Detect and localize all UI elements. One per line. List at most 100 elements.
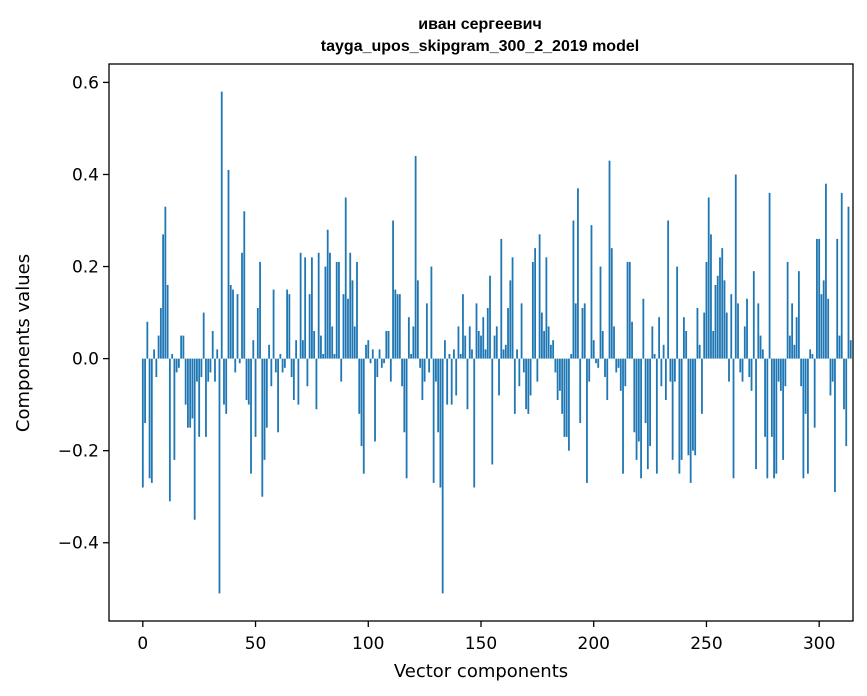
- bar-component-228: [655, 358, 658, 474]
- x-tick-label-200: 200: [578, 634, 610, 654]
- bar-component-115: [401, 358, 403, 387]
- bar-component-154: [489, 275, 491, 359]
- bar-component-128: [430, 266, 433, 359]
- bar-component-11: [166, 284, 169, 359]
- bar-component-93: [351, 280, 354, 359]
- bar-component-308: [836, 238, 839, 359]
- bar-component-288: [791, 303, 794, 359]
- bar-component-301: [820, 294, 823, 359]
- bar-component-116: [403, 358, 406, 433]
- bar-component-100: [367, 340, 370, 359]
- bar-component-224: [646, 358, 649, 470]
- bar-component-64: [286, 289, 289, 359]
- bar-component-72: [304, 257, 307, 359]
- bars-group: [141, 91, 852, 594]
- bar-component-259: [725, 312, 728, 359]
- bar-component-279: [770, 358, 773, 437]
- bar-component-201: [595, 358, 597, 364]
- bar-component-47: [247, 358, 250, 405]
- bar-component-91: [347, 298, 349, 359]
- bar-component-269: [748, 358, 751, 378]
- bar-component-70: [299, 252, 302, 359]
- bar-component-35: [220, 91, 223, 359]
- bar-component-206: [606, 358, 609, 401]
- bar-component-221: [640, 358, 642, 479]
- bar-component-80: [322, 354, 325, 359]
- bar-component-172: [529, 358, 532, 396]
- bar-component-290: [795, 317, 798, 359]
- bar-component-306: [831, 358, 834, 382]
- bar-component-3: [148, 358, 151, 479]
- bar-component-81: [324, 266, 327, 359]
- bar-component-46: [245, 358, 248, 401]
- bar-component-5: [153, 349, 155, 359]
- bar-component-73: [306, 358, 309, 387]
- x-tick-label-50: 50: [245, 634, 267, 654]
- bar-component-65: [288, 294, 291, 359]
- bar-component-170: [525, 358, 527, 410]
- bar-component-62: [281, 358, 284, 373]
- bar-component-20: [187, 358, 189, 428]
- bar-component-166: [516, 349, 518, 359]
- bar-component-40: [232, 289, 234, 359]
- bar-component-27: [202, 312, 205, 359]
- bar-component-200: [592, 340, 595, 359]
- bar-component-79: [320, 335, 322, 359]
- y-tick-label-3: 0.2: [72, 258, 99, 278]
- bar-component-310: [840, 192, 843, 359]
- bar-component-165: [513, 358, 516, 414]
- bar-component-131: [437, 358, 440, 433]
- bar-component-107: [383, 358, 385, 364]
- bar-component-135: [446, 358, 449, 405]
- bar-component-188: [565, 358, 568, 437]
- bar-component-82: [326, 229, 329, 359]
- bar-component-243: [689, 358, 692, 483]
- bar-component-54: [263, 358, 266, 460]
- bar-component-57: [270, 358, 273, 387]
- bar-component-7: [157, 335, 160, 359]
- bar-component-51: [256, 307, 259, 359]
- bar-component-147: [473, 358, 476, 488]
- bar-component-197: [586, 358, 588, 483]
- y-tick-label-5: 0.6: [72, 73, 99, 93]
- bar-component-34: [218, 358, 221, 594]
- bar-component-258: [723, 280, 726, 359]
- bar-component-53: [261, 358, 264, 497]
- bar-component-108: [385, 330, 388, 359]
- plot-area-frame: [108, 63, 854, 622]
- y-tick-label-0: −0.4: [58, 534, 99, 554]
- bar-component-183: [554, 358, 557, 373]
- x-axis-label: Vector components: [394, 661, 568, 682]
- bar-component-127: [428, 358, 431, 373]
- bar-component-15: [175, 358, 178, 373]
- bar-component-109: [387, 330, 390, 359]
- bar-component-210: [615, 358, 618, 373]
- bar-component-299: [816, 238, 818, 359]
- bar-component-67: [292, 358, 295, 401]
- bar-component-283: [779, 358, 782, 391]
- bar-component-296: [809, 349, 812, 359]
- bar-component-89: [342, 294, 345, 359]
- bar-component-4: [150, 358, 153, 483]
- bar-component-181: [549, 344, 552, 359]
- bar-component-265: [739, 358, 742, 373]
- bar-component-286: [786, 261, 789, 359]
- bar-component-41: [234, 358, 237, 373]
- bar-component-110: [389, 358, 392, 382]
- bar-component-254: [714, 284, 717, 359]
- bar-component-194: [579, 358, 582, 424]
- bar-component-123: [419, 358, 422, 368]
- bar-component-55: [265, 358, 268, 428]
- bar-component-218: [633, 358, 636, 433]
- bar-component-177: [540, 312, 543, 359]
- bar-component-216: [628, 261, 631, 359]
- chart-title-line2: tayga_upos_skipgram_300_2_2019 model: [321, 38, 639, 55]
- bar-component-99: [365, 344, 367, 359]
- bar-component-21: [189, 358, 192, 428]
- bar-component-214: [624, 358, 627, 387]
- bar-component-132: [439, 358, 442, 488]
- bar-component-182: [552, 340, 555, 359]
- bar-component-232: [664, 358, 667, 401]
- bar-component-171: [527, 358, 530, 414]
- bar-component-300: [818, 238, 821, 359]
